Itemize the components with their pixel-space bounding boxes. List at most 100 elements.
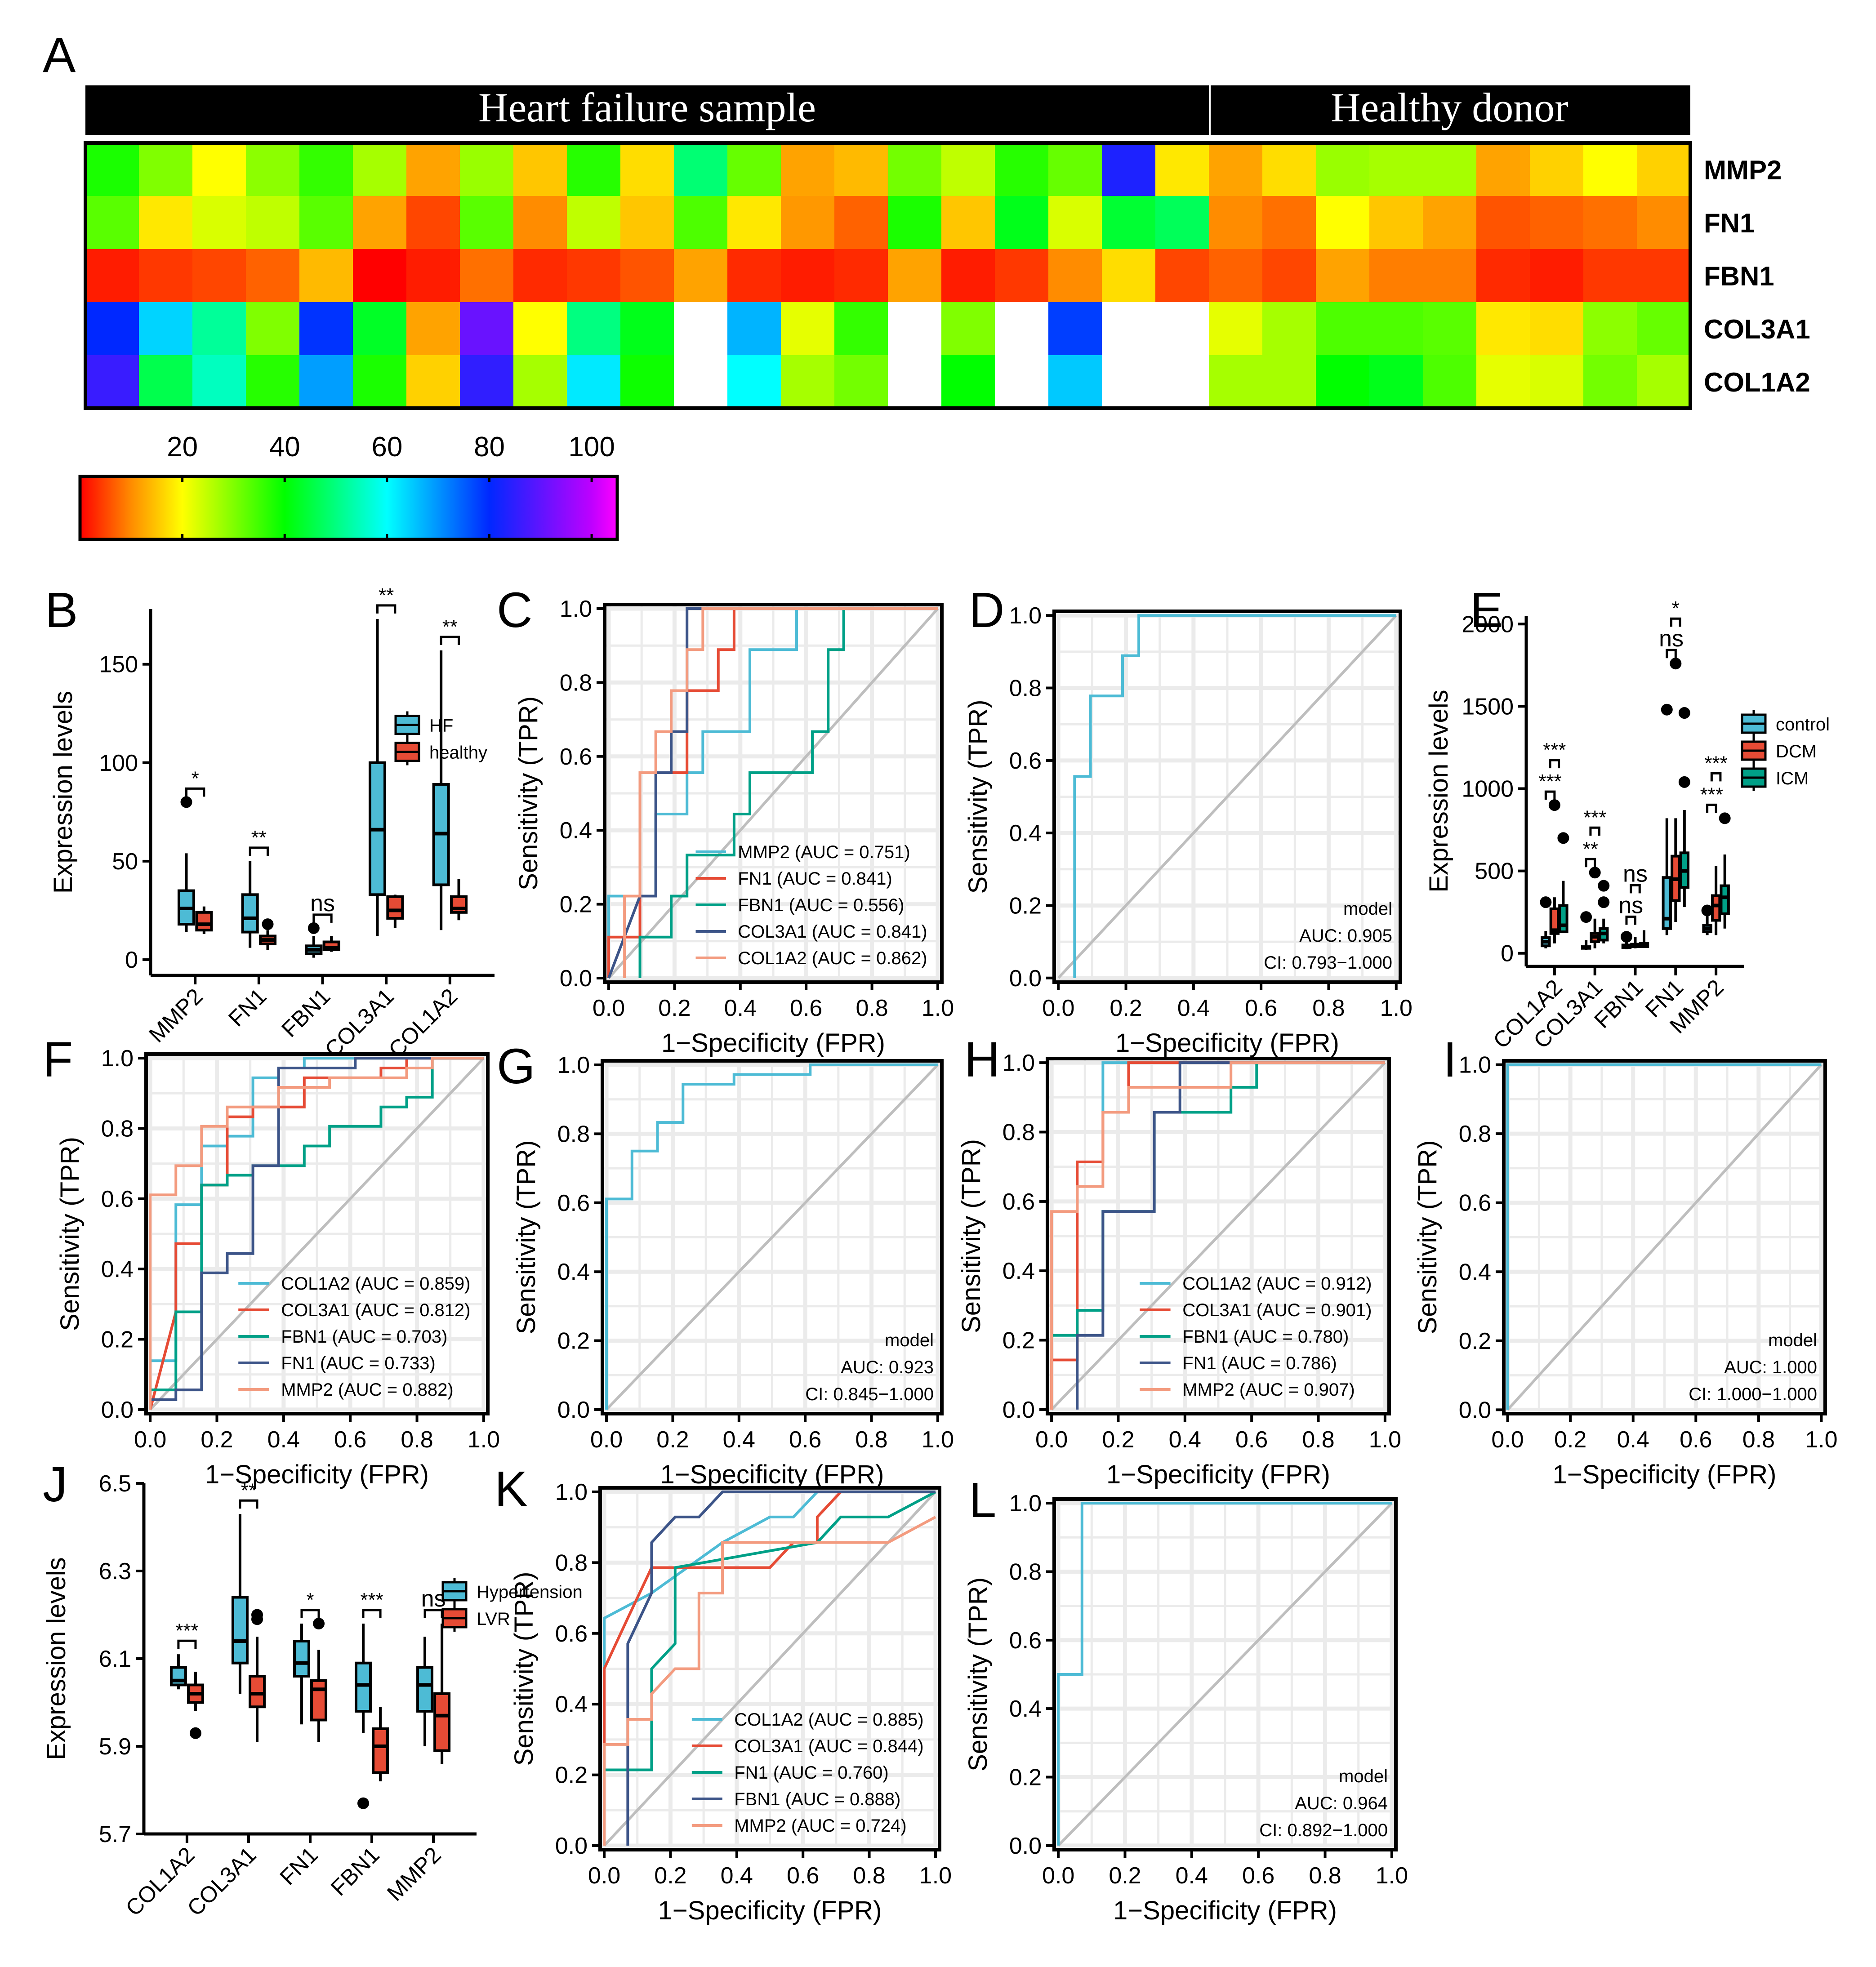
x-tick-label: 0.0 [590, 1427, 623, 1453]
heatmap-cell [727, 143, 781, 196]
heatmap-cell [406, 355, 460, 409]
panel-h: 0.00.0 0.2 0.2 0.4 0.4 0.6 0.6 0.8 0.8 1.0 1.0 1−Sp… [957, 1032, 1401, 1489]
heatmap-cell [1155, 249, 1209, 303]
x-tick-label: 1.0 [468, 1427, 500, 1453]
heatmap-cell [1155, 143, 1209, 196]
heatmap-cell [1369, 249, 1423, 303]
outlier-point [1598, 896, 1610, 908]
heatmap-cell [1209, 302, 1263, 356]
heatmap-cell [1316, 249, 1370, 303]
plot-border [144, 1052, 490, 1415]
significance-label: *** [1704, 752, 1727, 774]
panel-label-d: D [969, 583, 1004, 638]
heatmap-cell [888, 249, 942, 303]
box-lvr [372, 1727, 389, 1774]
significance-bracket [1706, 803, 1717, 813]
heatmap-cell [246, 143, 300, 196]
heatmap-cell [727, 302, 781, 356]
significance-bracket [185, 787, 205, 797]
plot-border [1052, 1497, 1398, 1851]
x-tick-label: 0.4 [724, 995, 757, 1021]
y-tick-label: 0.0 [1009, 1833, 1042, 1859]
heatmap-cell [1262, 196, 1316, 249]
box-hypertension [293, 1640, 310, 1678]
y-tick-label: 0 [125, 947, 138, 973]
heatmap-cell [727, 196, 781, 249]
heatmap-cell [834, 143, 888, 196]
heatmap-cell [406, 196, 460, 249]
heatmap-cell [406, 143, 460, 196]
heatmap-cell [781, 355, 835, 409]
y-tick-label: 6.1 [99, 1646, 131, 1672]
x-tick-label: 0.6 [1245, 995, 1277, 1021]
x-axis-label: 1−Specificity (FPR) [661, 1028, 885, 1058]
row-label: FBN1 [1704, 261, 1774, 291]
heatmap-cell [834, 196, 888, 249]
heatmap-cell [1476, 302, 1530, 356]
model-annotation: model [885, 1331, 934, 1350]
legend-label: FN1 (AUC = 0.733) [281, 1353, 435, 1373]
heatmap-cell [727, 355, 781, 409]
y-tick-label: 0.2 [555, 1762, 588, 1789]
y-tick-label: 0.4 [1009, 820, 1042, 846]
x-axis-label: 1−Specificity (FPR) [1113, 1896, 1337, 1925]
outlier-point [189, 1727, 201, 1739]
significance-label: * [192, 767, 199, 789]
heatmap-cell [781, 302, 835, 356]
heatmap-cell [1209, 143, 1263, 196]
x-tick-label: 0.2 [1102, 1427, 1134, 1453]
y-tick-label: 0.8 [560, 670, 592, 696]
x-axis-label: 1−Specificity (FPR) [1106, 1460, 1330, 1489]
heatmap-cell [513, 143, 567, 196]
y-tick-label: 0.8 [1459, 1121, 1491, 1147]
heatmap-cell [192, 355, 246, 409]
model-annotation: CI: 1.000−1.000 [1689, 1384, 1817, 1404]
y-tick-label: 0.6 [555, 1621, 588, 1647]
y-tick-label: 1.0 [1459, 1052, 1491, 1078]
legend-label: MMP2 (AUC = 0.724) [734, 1816, 906, 1836]
x-tick-label: 0.8 [1309, 1863, 1341, 1889]
heatmap-cell [1155, 355, 1209, 409]
significance-label: *** [1583, 806, 1606, 828]
heatmap-cell [727, 249, 781, 303]
colorbar-tick-label: 20 [167, 432, 198, 463]
x-tick-label: 0.4 [723, 1427, 755, 1453]
outlier-point [1589, 867, 1601, 879]
outlier-point [1678, 707, 1690, 719]
significance-label: ** [241, 1479, 256, 1501]
plot-border [1052, 610, 1402, 984]
panel-label-b: B [45, 583, 78, 638]
box-hypertension [231, 1596, 249, 1664]
heatmap-cell [1102, 302, 1156, 356]
diagonal-reference-line [605, 1064, 939, 1411]
significance-label: ** [1583, 838, 1598, 860]
roc-curve-col3a1 [603, 1491, 936, 1846]
x-tick-label: COL3A1 [320, 984, 399, 1062]
heatmap-cell [1262, 249, 1316, 303]
x-tick-label: 0.8 [401, 1427, 433, 1453]
outlier-point [307, 922, 320, 934]
legend-label: FBN1 (AUC = 0.703) [281, 1327, 447, 1347]
diagonal-reference-line [1057, 614, 1397, 979]
y-tick-label: 0.8 [555, 1550, 588, 1576]
significance-label: ** [379, 584, 394, 606]
x-tick-label: 0.6 [790, 995, 822, 1021]
heatmap-cell [460, 249, 514, 303]
heatmap-cell [460, 302, 514, 356]
legend-label: COL1A2 (AUC = 0.859) [281, 1274, 470, 1294]
heatmap-cell [192, 249, 246, 303]
x-tick-label: 0.2 [656, 1427, 689, 1453]
heatmap-cell [1209, 249, 1263, 303]
diagonal-reference-line [1506, 1064, 1823, 1411]
heatmap-cell [1476, 143, 1530, 196]
panel-b: 0 50 100 150 Expression levels MMP2 * FN1 ** FBN1… [45, 583, 495, 1062]
significance-label: *** [1700, 783, 1723, 805]
box-dcm [1711, 894, 1721, 922]
outlier-point [251, 1613, 263, 1625]
heatmap-cell [941, 196, 995, 249]
significance-label: ns [1618, 892, 1643, 918]
heatmap-border [84, 141, 1692, 410]
heatmap-cell [299, 302, 353, 356]
heatmap-cell [888, 302, 942, 356]
y-axis-label: Expression levels [49, 691, 78, 894]
